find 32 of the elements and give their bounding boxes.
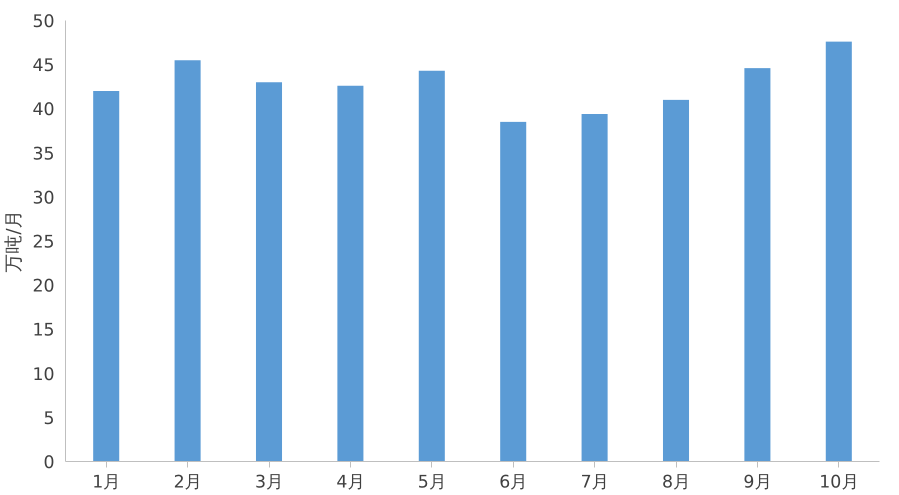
bar [256, 82, 282, 462]
bar [744, 68, 770, 462]
y-tick-label: 0 [43, 453, 55, 473]
y-tick-label: 25 [32, 232, 55, 252]
y-tick-label: 45 [32, 56, 55, 76]
bar [500, 122, 526, 462]
y-tick-label: 40 [32, 100, 55, 120]
y-tick-label: 30 [32, 188, 55, 208]
bar [662, 100, 690, 462]
x-tick-label: 4月 [336, 472, 364, 492]
y-axis-title: 万吨/月 [3, 209, 24, 273]
bar [418, 70, 445, 462]
y-tick-label: 35 [32, 144, 55, 164]
y-tick-label: 15 [32, 320, 55, 341]
y-tick-label: 5 [43, 408, 55, 429]
x-tick-label: 9月 [743, 472, 772, 492]
x-tick-label: 8月 [662, 472, 690, 492]
bar [337, 86, 364, 462]
bar [582, 114, 608, 462]
y-tick-label: 50 [32, 12, 55, 32]
x-tick-label: 6月 [499, 472, 528, 492]
x-tick-label: 3月 [254, 472, 284, 492]
y-tick-label: 10 [32, 364, 55, 385]
x-tick-label: 5月 [418, 472, 446, 492]
bar [826, 42, 852, 462]
x-tick-label: 10月 [819, 472, 858, 492]
x-tick-label: 2月 [174, 472, 202, 492]
x-tick-label: 1月 [92, 472, 120, 492]
y-tick-label: 20 [32, 276, 55, 297]
bar [93, 91, 120, 462]
bar [174, 60, 201, 462]
x-tick-label: 7月 [580, 472, 609, 492]
